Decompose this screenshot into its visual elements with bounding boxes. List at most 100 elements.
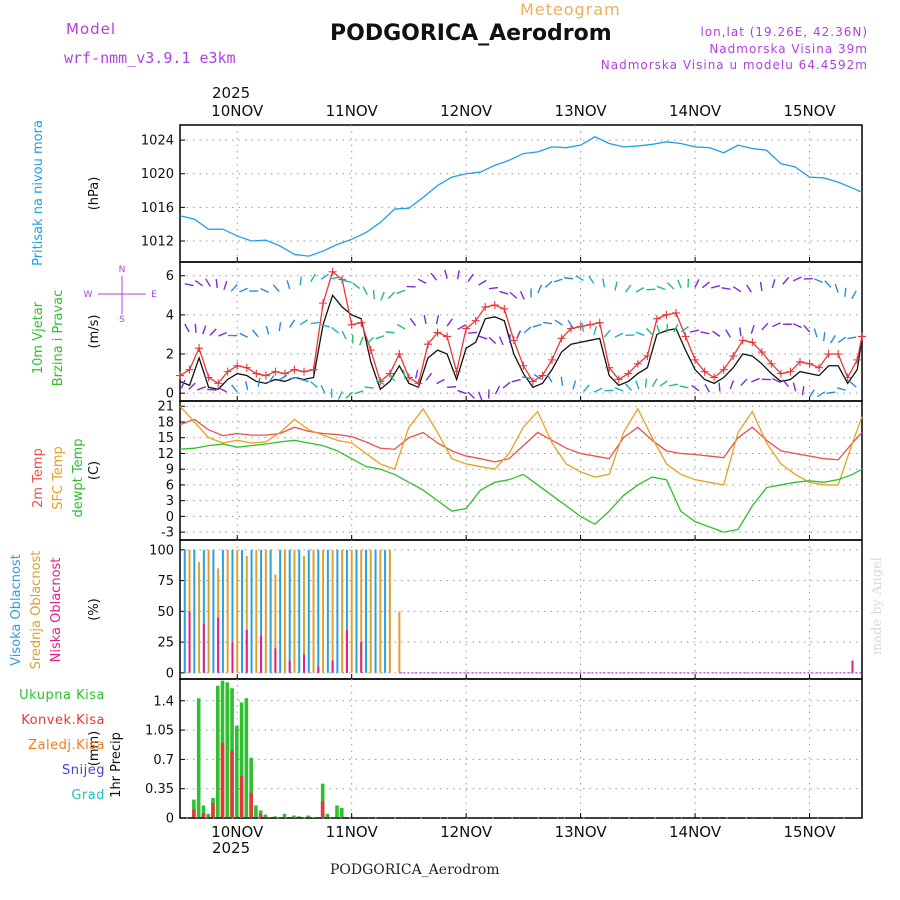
wind-direction-arrow xyxy=(218,331,228,337)
clouds-ytick-label: 0 xyxy=(166,666,174,681)
wind-direction-arrow xyxy=(272,284,280,293)
precip-bar-convective xyxy=(258,813,263,818)
wind-direction-arrow xyxy=(184,323,190,333)
gust-point xyxy=(195,344,204,353)
wind-direction-arrow xyxy=(656,325,661,334)
wind-direction-arrow xyxy=(509,291,518,299)
gust-point xyxy=(538,371,547,380)
wind-direction-arrow xyxy=(402,369,406,380)
wind-direction-arrow xyxy=(299,276,303,286)
wind-direction-arrow xyxy=(782,276,790,285)
wind-direction-arrow xyxy=(701,281,710,289)
wind-direction-arrow xyxy=(209,328,217,336)
cloud-bar-mid xyxy=(369,549,372,673)
wind-ytick-label: 4 xyxy=(166,308,174,323)
cloud-bar-low xyxy=(202,623,205,673)
wind-direction-arrow xyxy=(814,278,823,284)
temperature-series-sfc-temp xyxy=(179,405,863,486)
wind-direction-arrow xyxy=(572,380,577,390)
wind-direction-arrow xyxy=(345,391,354,399)
cloud-axis-label-mid: Srednja Oblacnost xyxy=(29,551,44,670)
precip-bar-total xyxy=(263,814,268,818)
cloud-bar-low xyxy=(217,617,220,673)
precip-bar-total xyxy=(297,816,301,818)
year-label-top: 2025 xyxy=(212,84,251,102)
gust-point xyxy=(300,367,308,376)
gust-point xyxy=(490,301,499,310)
temp-axis-label-sfc: SFC Temp xyxy=(51,446,66,510)
wind-direction-arrow xyxy=(516,330,522,339)
wind-direction-arrow xyxy=(396,323,406,330)
wind-axis-label-1: 10m Vjetar xyxy=(31,301,46,374)
wind-direction-arrow xyxy=(223,280,228,290)
gust-point xyxy=(624,369,633,378)
wind-direction-arrow xyxy=(694,279,700,288)
wind-direction-arrow xyxy=(651,378,658,387)
wind-direction-arrow xyxy=(848,380,857,388)
gust-point xyxy=(452,367,461,376)
footer-station: PODGORICA_Aerodrom xyxy=(330,862,500,878)
panel-frames xyxy=(179,124,863,819)
wind-direction-arrow xyxy=(847,336,857,340)
pressure-axis-label: Pritisak na nivou mora xyxy=(31,120,46,266)
precip-bar-total xyxy=(335,805,339,818)
wind-direction-arrow xyxy=(457,324,466,331)
wind-direction-arrow xyxy=(533,373,542,381)
wind-direction-arrow xyxy=(761,322,769,331)
wind-direction-arrow xyxy=(635,287,645,293)
gust-point xyxy=(357,318,366,327)
wind-direction-arrow xyxy=(331,276,341,280)
cloud-axis-label-low: Niska Oblacnost xyxy=(49,558,64,663)
cloud-bar-low xyxy=(288,660,291,673)
wind-direction-arrow xyxy=(532,323,542,328)
temp-axis-label-2m: 2m Temp xyxy=(31,448,46,508)
wind-direction-arrow xyxy=(362,286,368,295)
gust-point xyxy=(233,361,242,370)
gust-point xyxy=(223,367,232,376)
wind-direction-arrow xyxy=(251,329,259,338)
precip-bar-total xyxy=(206,813,211,818)
temperature-ytick-label: -3 xyxy=(161,526,174,541)
wind-direction-arrow xyxy=(836,387,846,391)
gust-point xyxy=(252,369,261,378)
gust-point xyxy=(395,350,404,359)
wind-direction-arrow xyxy=(359,336,364,346)
wind-direction-arrow xyxy=(834,283,839,293)
wind-direction-arrow xyxy=(635,380,640,390)
gust-point xyxy=(681,332,690,341)
wind-direction-arrow xyxy=(446,318,453,327)
gust-point xyxy=(548,355,556,364)
wind-direction-arrow xyxy=(680,325,689,333)
wind-direction-arrow xyxy=(425,372,433,381)
wind-direction-arrow xyxy=(352,282,361,290)
wind-direction-arrow xyxy=(824,280,832,288)
cloud-bar-mid xyxy=(274,574,277,673)
xtick-label-top: 15NOV xyxy=(783,102,836,120)
cloud-bar-low xyxy=(274,648,277,673)
credit-label: made by Angel xyxy=(870,557,885,655)
cloud-bar-low xyxy=(303,654,305,673)
precip-bar-total xyxy=(311,817,315,818)
gust-point xyxy=(414,379,423,388)
wind-direction-arrow xyxy=(614,332,624,338)
temperature-ytick-label: 18 xyxy=(157,415,174,430)
precip-ytick-label: 0.35 xyxy=(145,782,174,797)
wind-direction-arrow xyxy=(286,280,291,290)
precip-legend-item: Ukupna Kisa xyxy=(19,688,105,703)
wind-direction-arrow xyxy=(721,287,731,290)
wind-direction-arrow xyxy=(341,330,347,340)
precip-ytick-label: 1.05 xyxy=(145,724,174,739)
precip-bar-convective xyxy=(192,809,196,818)
cloud-bar-high xyxy=(183,549,186,673)
wind-direction-arrow xyxy=(239,287,249,293)
wind-direction-arrow xyxy=(337,391,343,400)
wind-direction-arrow xyxy=(656,285,666,291)
precip-legend-item: Zaledj.Kisa xyxy=(28,738,105,753)
wind-direction-arrow xyxy=(289,376,299,380)
precip-bar-total xyxy=(325,813,330,818)
wind-direction-arrow xyxy=(732,286,742,293)
wind-direction-arrow xyxy=(310,273,316,283)
wind-direction-arrow xyxy=(268,375,275,384)
cloud-bar-low xyxy=(245,629,248,673)
cloud-bar-high xyxy=(269,549,272,673)
